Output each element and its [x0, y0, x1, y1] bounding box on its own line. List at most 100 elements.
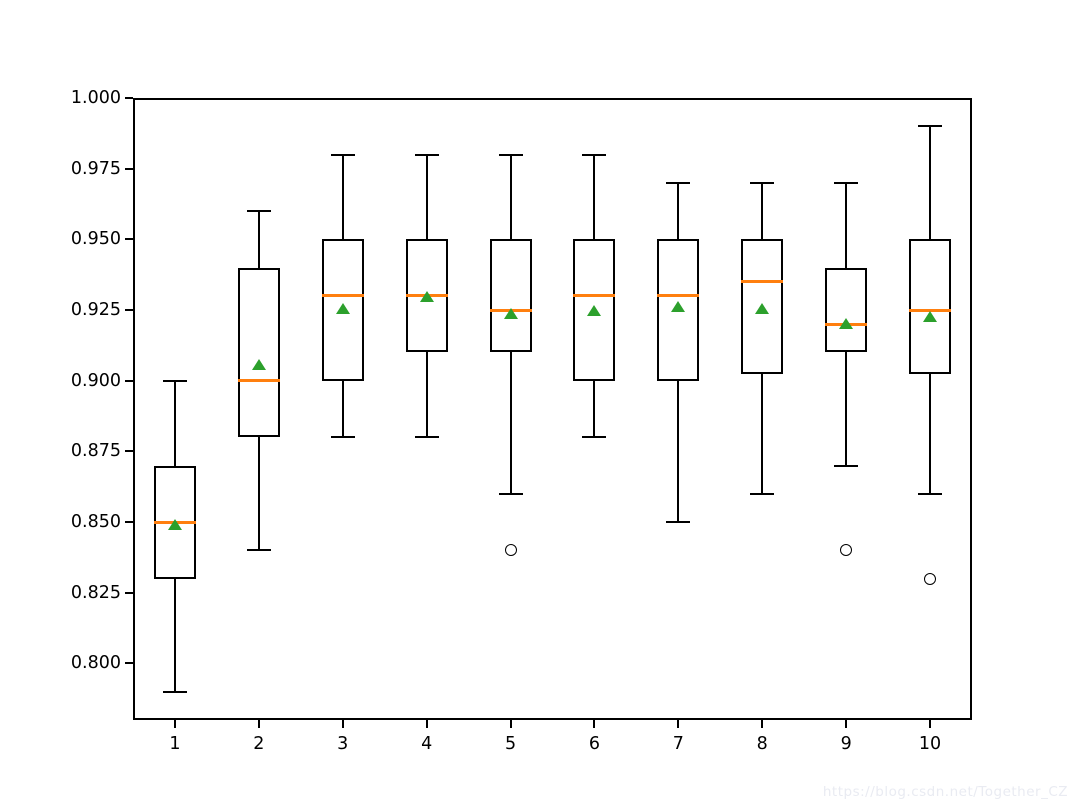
y-axis-tick [125, 450, 133, 453]
mean-marker [587, 305, 602, 317]
whisker-cap-lower [330, 436, 355, 439]
y-tick-label: 0.800 [70, 653, 121, 674]
whisker-lower [257, 437, 260, 551]
x-tick-label: 10 [918, 734, 942, 754]
mean-marker [671, 301, 686, 313]
whisker-cap-upper [666, 181, 691, 184]
y-axis-tick [125, 379, 133, 382]
y-tick-label: 0.900 [70, 370, 121, 391]
whisker-cap-lower [582, 436, 607, 439]
whisker-upper [509, 154, 512, 240]
whisker-cap-upper [750, 181, 775, 184]
whisker-upper [929, 126, 932, 240]
x-axis-tick [257, 720, 260, 728]
whisker-cap-upper [918, 125, 943, 128]
whisker-cap-upper [330, 153, 355, 156]
mean-marker [755, 302, 770, 314]
watermark-text: https://blog.csdn.net/Together_CZ [822, 784, 1068, 800]
outlier-point [924, 572, 937, 585]
x-axis-tick [509, 720, 512, 728]
x-axis-tick [173, 720, 176, 728]
x-tick-label: 7 [672, 734, 684, 754]
x-axis-tick [929, 720, 932, 728]
whisker-cap-lower [414, 436, 439, 439]
y-axis-tick [125, 521, 133, 524]
whisker-upper [257, 211, 260, 268]
median-line [237, 379, 280, 383]
x-axis-tick [593, 720, 596, 728]
whisker-cap-upper [414, 153, 439, 156]
whisker-upper [593, 154, 596, 240]
mean-marker [335, 302, 350, 314]
box-iqr [909, 239, 952, 374]
x-tick-label: 2 [253, 734, 265, 754]
median-line [909, 308, 952, 312]
x-tick-label: 8 [756, 734, 768, 754]
whisker-upper [173, 380, 176, 466]
whisker-lower [677, 380, 680, 523]
mean-marker [839, 318, 854, 330]
whisker-upper [845, 182, 848, 268]
y-axis-tick [125, 309, 133, 312]
whisker-lower [761, 373, 764, 494]
whisker-lower [845, 352, 848, 466]
box-iqr [321, 239, 364, 381]
whisker-lower [425, 352, 428, 438]
mean-marker [503, 308, 518, 320]
whisker-lower [929, 373, 932, 494]
y-tick-label: 0.825 [70, 582, 121, 603]
x-tick-label: 9 [840, 734, 852, 754]
box-iqr [741, 239, 784, 374]
box-iqr [573, 239, 616, 381]
median-line [657, 294, 700, 298]
y-axis-tick [125, 662, 133, 665]
y-tick-label: 0.875 [70, 441, 121, 462]
whisker-lower [173, 578, 176, 692]
whisker-cap-lower [834, 464, 859, 467]
whisker-cap-lower [918, 492, 943, 495]
box-iqr [237, 267, 280, 438]
x-axis-tick [677, 720, 680, 728]
whisker-upper [677, 182, 680, 240]
y-tick-label: 0.975 [70, 158, 121, 179]
median-line [321, 294, 364, 298]
box-iqr [825, 267, 868, 353]
whisker-cap-lower [246, 549, 271, 552]
x-axis-tick [845, 720, 848, 728]
outlier-point [840, 544, 853, 557]
x-axis-tick [761, 720, 764, 728]
whisker-cap-lower [162, 690, 187, 693]
x-tick-label: 4 [421, 734, 433, 754]
x-tick-label: 3 [337, 734, 349, 754]
x-tick-label: 6 [588, 734, 600, 754]
x-tick-label: 5 [504, 734, 517, 754]
whisker-lower [341, 380, 344, 438]
whisker-cap-upper [834, 181, 859, 184]
whisker-cap-upper [246, 210, 271, 213]
y-tick-label: 0.850 [70, 512, 121, 533]
x-axis-tick [425, 720, 428, 728]
outlier-point [504, 544, 517, 557]
whisker-cap-upper [162, 379, 187, 382]
y-axis-tick [125, 167, 133, 170]
whisker-upper [341, 154, 344, 240]
whisker-lower [593, 380, 596, 438]
y-tick-label: 0.925 [70, 300, 121, 321]
plot-area [133, 98, 972, 720]
whisker-cap-lower [666, 521, 691, 524]
y-tick-label: 1.000 [70, 88, 121, 108]
whisker-cap-upper [498, 153, 523, 156]
x-tick-label: 1 [169, 734, 181, 754]
x-axis-tick [341, 720, 344, 728]
whisker-cap-upper [582, 153, 607, 156]
box-iqr [657, 239, 700, 381]
mean-marker [923, 311, 938, 323]
y-tick-label: 0.950 [70, 229, 121, 250]
whisker-lower [509, 352, 512, 494]
whisker-upper [425, 154, 428, 240]
median-line [573, 294, 616, 298]
whisker-upper [761, 182, 764, 240]
y-axis-tick [125, 591, 133, 594]
whisker-cap-lower [498, 492, 523, 495]
